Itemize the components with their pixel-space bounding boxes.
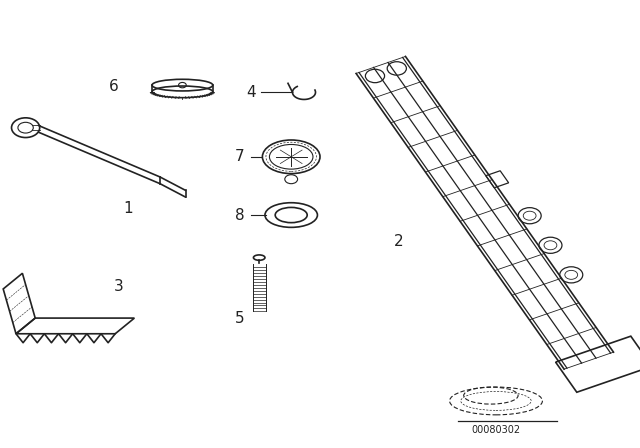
- Text: 7: 7: [235, 149, 245, 164]
- Text: 2: 2: [394, 233, 404, 249]
- Text: 00080302: 00080302: [472, 425, 520, 435]
- Text: 1: 1: [123, 201, 133, 216]
- Text: 5: 5: [235, 310, 245, 326]
- Text: 4: 4: [246, 85, 257, 100]
- Text: 8: 8: [235, 207, 245, 223]
- Text: 6: 6: [109, 78, 119, 94]
- Text: 3: 3: [113, 279, 124, 294]
